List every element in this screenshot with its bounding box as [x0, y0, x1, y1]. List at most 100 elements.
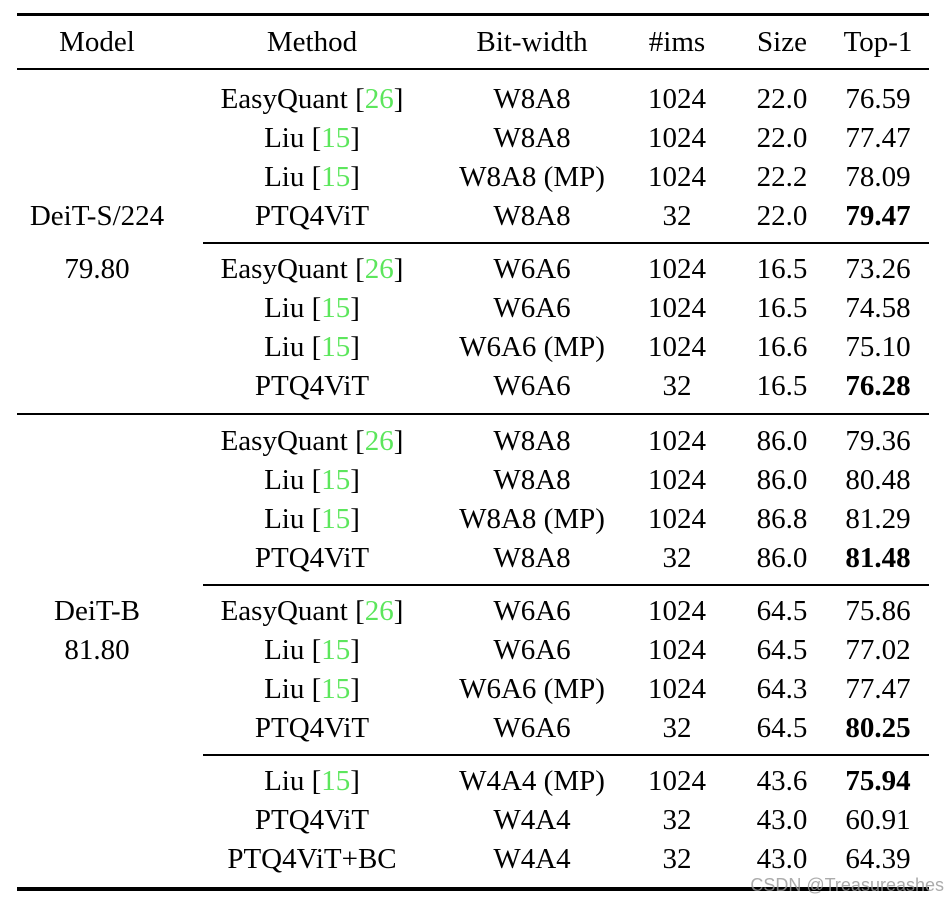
ims-cell: 32	[662, 804, 692, 836]
ims-cell: 32	[662, 843, 692, 875]
watermark: CSDN @Treasureashes	[750, 875, 944, 895]
bitwidth-cell: W6A6	[493, 370, 571, 402]
bitwidth-cell: W8A8	[493, 425, 571, 457]
citation-number: 15	[321, 765, 351, 797]
ims-cell: 1024	[648, 83, 706, 115]
method-cell: PTQ4ViT	[254, 804, 370, 836]
citation-number: 15	[321, 503, 351, 535]
header-model: Model	[59, 25, 135, 58]
citation-number: 15	[321, 161, 351, 193]
top1-cell: 73.26	[845, 253, 911, 285]
rule-line	[203, 584, 929, 586]
method-cell: Liu [15]	[264, 292, 360, 324]
header-bottom-rule	[17, 68, 929, 70]
bitwidth-cell: W8A8	[493, 464, 571, 496]
header-bit-width: Bit-width	[476, 25, 588, 58]
ims-cell: 1024	[648, 765, 706, 797]
size-cell: 22.0	[756, 83, 808, 115]
size-cell: 22.0	[756, 200, 808, 232]
citation-number: 15	[321, 292, 351, 324]
model-cell	[17, 801, 177, 840]
rule-line	[203, 754, 929, 756]
table-row: Liu [15] W6A6 1024 64.5 77.02	[17, 631, 929, 670]
bitwidth-cell: W4A4	[493, 843, 571, 875]
model-cell	[17, 289, 177, 328]
table-body: EasyQuant [26] W8A8 1024 22.0 76.59 Liu [15] W…	[17, 70, 929, 879]
table-row: EasyQuant [26] W8A8 1024 22.0 76.59	[17, 80, 929, 119]
ims-cell: 32	[662, 712, 692, 744]
citation-number: 15	[321, 673, 351, 705]
model-cell	[17, 367, 177, 406]
size-cell: 22.0	[756, 122, 808, 154]
method-cell: EasyQuant [26]	[220, 83, 404, 115]
citation-number: 26	[364, 425, 394, 457]
table-row: Liu [15] W6A6 1024 16.5 74.58	[17, 289, 929, 328]
group-separator-rule	[17, 406, 929, 422]
model-cell	[17, 709, 177, 748]
size-cell: 86.8	[756, 503, 808, 535]
table-row: PTQ4ViT+BC W4A4 32 43.0 64.39	[17, 840, 929, 879]
top1-cell: 78.09	[845, 161, 911, 193]
bitwidth-cell: W6A6 (MP)	[459, 673, 605, 705]
size-cell: 16.5	[756, 370, 808, 402]
bitwidth-cell: W6A6	[493, 292, 571, 324]
results-table: Model Method Bit-width #ims Size Top-1 EasyQu…	[17, 13, 929, 891]
ims-cell: 1024	[648, 464, 706, 496]
method-cell: Liu [15]	[264, 673, 360, 705]
rule-line	[203, 242, 929, 244]
top1-cell: 77.47	[845, 122, 911, 154]
top1-cell: 76.28	[845, 370, 911, 402]
bitwidth-cell: W6A6	[493, 634, 571, 666]
size-cell: 86.0	[756, 464, 808, 496]
table-row: Liu [15] W8A8 (MP) 1024 86.8 81.29	[17, 500, 929, 539]
top1-cell: 75.94	[845, 765, 911, 797]
size-cell: 43.0	[756, 843, 808, 875]
top1-cell: 80.48	[845, 464, 911, 496]
top1-cell: 75.10	[845, 331, 911, 363]
method-cell: Liu [15]	[264, 331, 360, 363]
bitwidth-cell: W4A4 (MP)	[459, 765, 605, 797]
header--ims: #ims	[648, 25, 706, 58]
table-row: Liu [15] W4A4 (MP) 1024 43.6 75.94	[17, 762, 929, 801]
table-row: Liu [15] W8A8 (MP) 1024 22.2 78.09	[17, 158, 929, 197]
ims-cell: 32	[662, 200, 692, 232]
table-row: PTQ4ViT W4A4 32 43.0 60.91	[17, 801, 929, 840]
top1-cell: 77.02	[845, 634, 911, 666]
header-method: Method	[266, 25, 358, 58]
bitwidth-cell: W6A6	[493, 595, 571, 627]
top1-cell: 80.25	[845, 712, 911, 744]
method-cell: Liu [15]	[264, 122, 360, 154]
table-row: PTQ4ViT W8A8 32 22.0 79.47	[17, 197, 929, 236]
model-cell	[17, 461, 177, 500]
top1-cell: 81.48	[845, 542, 911, 574]
bitwidth-cell: W8A8	[493, 83, 571, 115]
ims-cell: 1024	[648, 425, 706, 457]
bitwidth-cell: W8A8 (MP)	[459, 503, 605, 535]
citation-number: 15	[321, 634, 351, 666]
model-baseline-accuracy: 79.80	[64, 253, 130, 285]
method-cell: EasyQuant [26]	[220, 595, 404, 627]
ims-cell: 1024	[648, 673, 706, 705]
method-cell: Liu [15]	[264, 765, 360, 797]
table-bottom-rule	[17, 887, 929, 891]
size-cell: 64.3	[756, 673, 808, 705]
model-cell	[17, 840, 177, 879]
model-cell	[17, 762, 177, 801]
method-cell: EasyQuant [26]	[220, 253, 404, 285]
method-cell: PTQ4ViT+BC	[227, 843, 397, 875]
header-top-1: Top-1	[843, 25, 913, 58]
table-row: EasyQuant [26] W8A8 1024 86.0 79.36	[17, 422, 929, 461]
size-cell: 16.5	[756, 253, 808, 285]
size-cell: 16.6	[756, 331, 808, 363]
bitwidth-cell: W6A6	[493, 253, 571, 285]
table-row: EasyQuant [26] W6A6 1024 16.5 73.26	[17, 250, 929, 289]
top1-cell: 75.86	[845, 595, 911, 627]
ims-cell: 32	[662, 370, 692, 402]
method-cell: Liu [15]	[264, 161, 360, 193]
model-cell	[17, 422, 177, 461]
subgroup-separator-rule	[17, 578, 929, 592]
method-cell: Liu [15]	[264, 503, 360, 535]
method-cell: PTQ4ViT	[254, 370, 370, 402]
table-row: Liu [15] W8A8 1024 86.0 80.48	[17, 461, 929, 500]
